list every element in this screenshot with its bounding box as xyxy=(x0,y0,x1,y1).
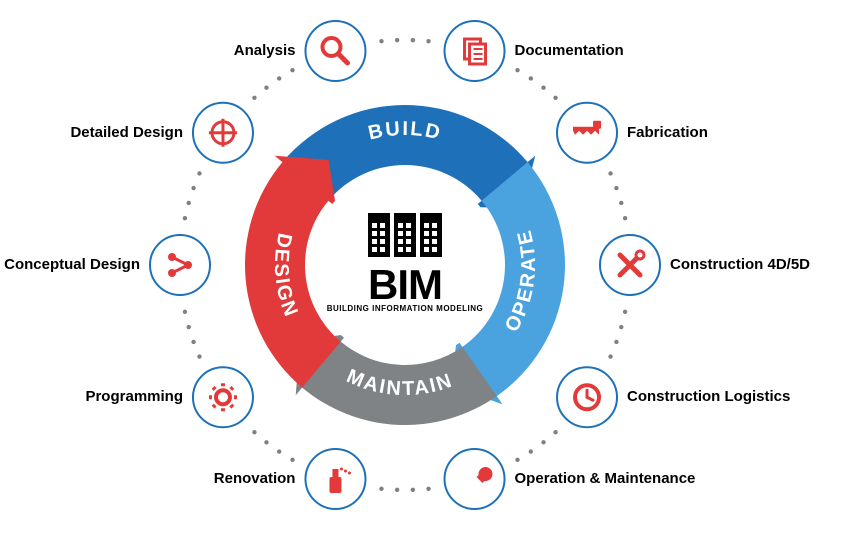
node-opmaint xyxy=(445,449,505,509)
programming-circle xyxy=(193,367,253,427)
node-label-opmaint: Operation & Maintenance xyxy=(515,470,696,487)
node-programming xyxy=(193,367,253,427)
conceptual-circle xyxy=(150,235,210,295)
node-label-detailed: Detailed Design xyxy=(70,124,183,141)
node-label-documentation: Documentation xyxy=(515,42,624,59)
node-label-construction45: Construction 4D/5D xyxy=(670,256,810,273)
node-construction45 xyxy=(600,235,660,295)
node-label-programming: Programming xyxy=(85,388,183,405)
opmaint-circle xyxy=(445,449,505,509)
analysis-circle xyxy=(305,21,365,81)
node-label-analysis: Analysis xyxy=(234,42,296,59)
node-renovation xyxy=(305,449,365,509)
node-label-renovation: Renovation xyxy=(214,470,296,487)
center-logo: BIMBUILDING INFORMATION MODELING xyxy=(310,170,500,360)
node-documentation xyxy=(445,21,505,81)
node-logistics xyxy=(557,367,617,427)
node-detailed xyxy=(193,103,253,163)
center-subtitle: BUILDING INFORMATION MODELING xyxy=(327,304,484,313)
node-label-conceptual: Conceptual Design xyxy=(4,256,140,273)
node-label-fabrication: Fabrication xyxy=(627,124,708,141)
fabrication-circle xyxy=(557,103,617,163)
center-title: BIM xyxy=(368,261,442,308)
node-analysis xyxy=(305,21,365,81)
node-fabrication xyxy=(557,103,617,163)
node-label-logistics: Construction Logistics xyxy=(627,388,790,405)
node-conceptual xyxy=(150,235,210,295)
bim-lifecycle-diagram: BUILDOPERATEMAINTAINDESIGNBIMBUILDING IN… xyxy=(0,0,845,544)
